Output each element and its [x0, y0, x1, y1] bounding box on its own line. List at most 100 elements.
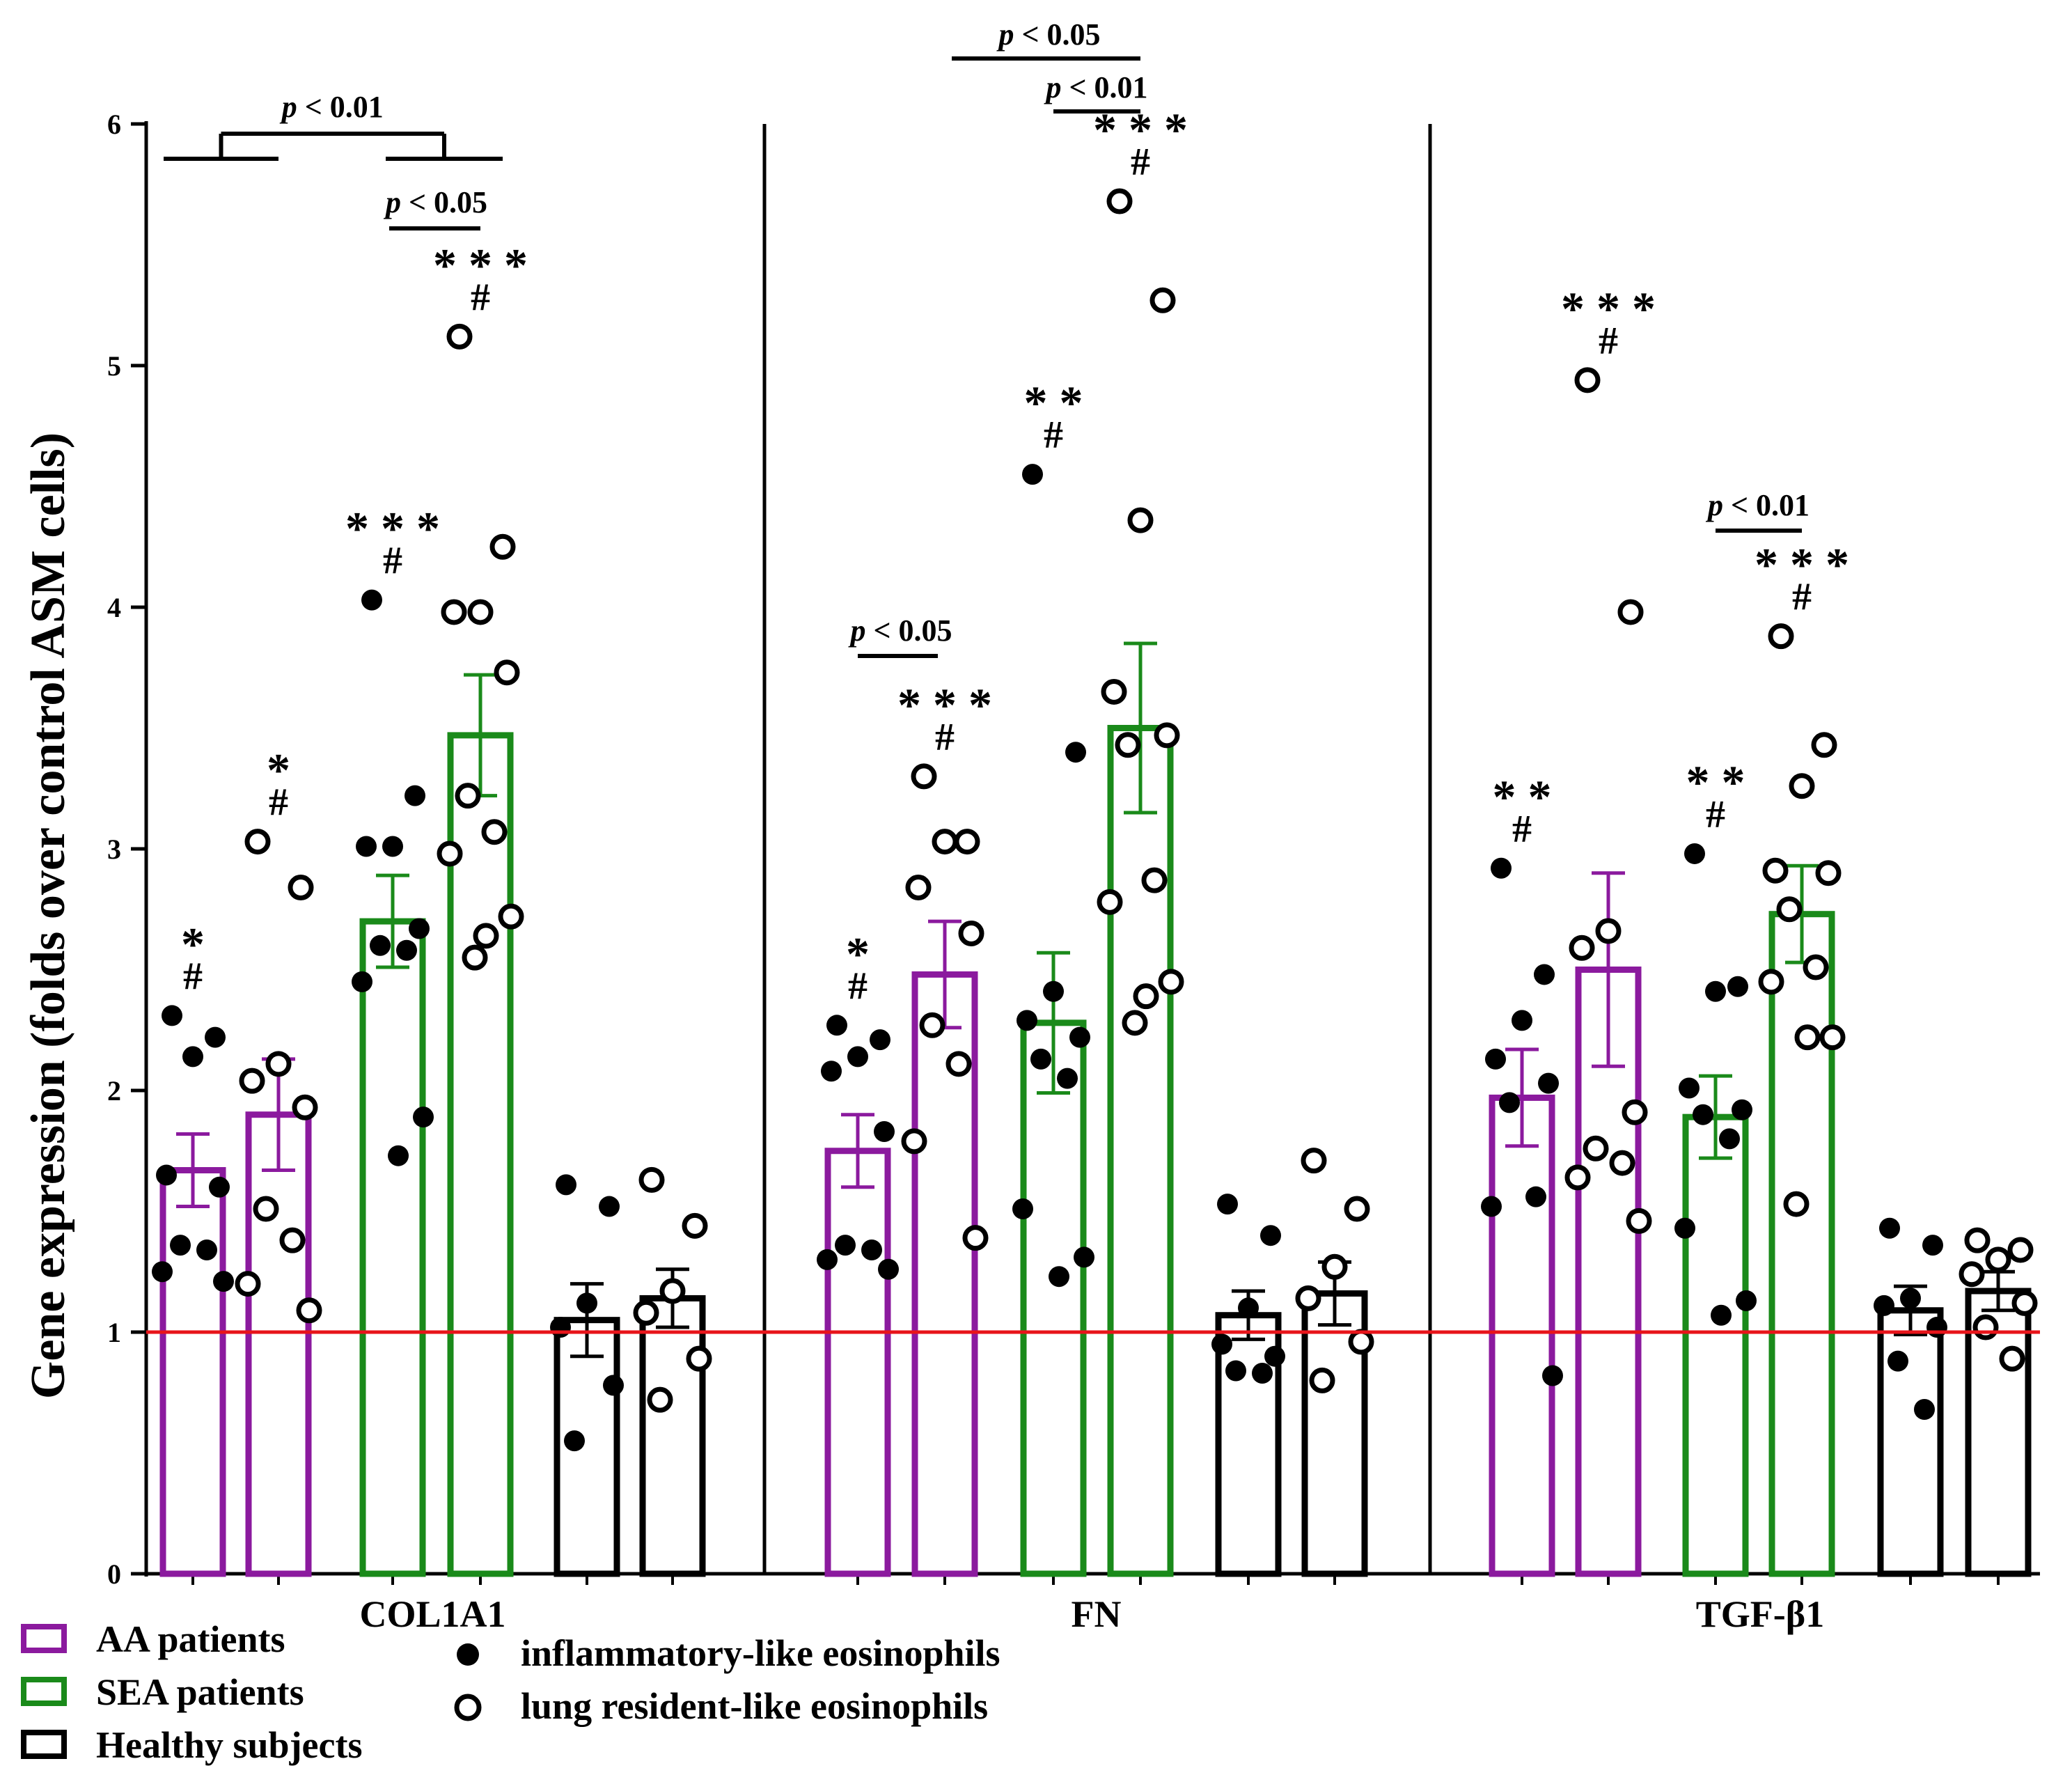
- data-point-filled: [382, 836, 403, 857]
- y-tick-label: 5: [107, 350, 121, 382]
- p-value-label: p < 0.01: [279, 90, 384, 124]
- data-point-open: [1758, 969, 1784, 995]
- data-point-open: [1622, 1099, 1648, 1125]
- data-point-filled: [162, 1005, 182, 1026]
- y-tick-label: 0: [107, 1558, 121, 1590]
- p-value-label: p < 0.01: [1705, 488, 1810, 522]
- p-threshold: < 0.01: [1723, 488, 1810, 522]
- data-point-open: [958, 920, 984, 946]
- data-point-open: [962, 1225, 989, 1251]
- data-point-open: [481, 819, 508, 845]
- points-layer: [152, 188, 2038, 1452]
- data-point-filled: [556, 1174, 576, 1196]
- data-point-open: [1344, 1196, 1370, 1222]
- significance-stars: * * *: [433, 238, 528, 291]
- data-point-open: [253, 1196, 279, 1222]
- data-point-open: [905, 875, 932, 901]
- hash-marker: #: [471, 276, 490, 319]
- data-point-filled: [878, 1258, 899, 1280]
- data-point-open: [489, 533, 516, 560]
- data-point-open: [279, 1227, 306, 1253]
- significance-stars: * * *: [897, 678, 992, 731]
- legend-label: inflammatory-like eosinophils: [521, 1632, 1000, 1674]
- data-point-open: [1564, 1164, 1591, 1191]
- bar: [359, 918, 426, 1577]
- data-point-filled: [361, 589, 382, 611]
- data-point-filled: [870, 1029, 890, 1051]
- data-point-filled: [1057, 1068, 1078, 1089]
- bar: [824, 1148, 891, 1577]
- significance-stars: * *: [1686, 756, 1745, 808]
- bar: [1877, 1307, 1944, 1577]
- data-point-open: [1609, 1150, 1635, 1176]
- panel-label: TGF-β1: [1696, 1593, 1824, 1635]
- hash-marker: #: [848, 964, 868, 1008]
- data-point-open: [1626, 1207, 1652, 1234]
- data-point-open: [647, 1386, 673, 1413]
- y-tick-label: 2: [107, 1075, 121, 1107]
- data-point-filled: [1674, 1217, 1695, 1239]
- p-symbol: p: [847, 613, 865, 648]
- data-point-open: [239, 1068, 265, 1094]
- data-point-open: [1985, 1246, 2011, 1273]
- p-threshold: < 0.05: [401, 185, 487, 219]
- data-point-filled: [205, 1026, 226, 1048]
- data-point-filled: [599, 1196, 620, 1217]
- data-point-filled: [1043, 980, 1064, 1002]
- data-point-filled: [1012, 1198, 1033, 1220]
- data-point-filled: [1049, 1266, 1069, 1288]
- data-point-open: [288, 875, 314, 901]
- data-point-filled: [1074, 1246, 1094, 1268]
- legend-label: SEA patients: [96, 1671, 304, 1713]
- data-point-filled: [1693, 1104, 1713, 1125]
- p-symbol: p: [279, 90, 297, 124]
- data-point-open: [919, 1012, 945, 1038]
- hash-marker: #: [383, 540, 402, 583]
- data-point-open: [682, 1212, 708, 1239]
- data-point-filled: [182, 1046, 203, 1068]
- data-point-filled: [396, 939, 417, 961]
- data-point-filled: [1900, 1288, 1921, 1309]
- data-point-filled: [1727, 976, 1748, 997]
- data-point-filled: [1512, 1010, 1532, 1031]
- data-point-filled: [1719, 1128, 1740, 1150]
- data-point-open: [1972, 1314, 1999, 1340]
- data-point-filled: [1736, 1290, 1757, 1311]
- data-point-open: [1811, 732, 1837, 758]
- data-point-open: [1115, 732, 1141, 758]
- data-point-open: [1819, 1024, 1846, 1051]
- data-point-filled: [1705, 980, 1726, 1002]
- data-point-open: [1776, 896, 1803, 923]
- data-point-filled: [1030, 1048, 1051, 1070]
- data-point-open: [1309, 1367, 1335, 1393]
- data-point-open: [1133, 983, 1159, 1010]
- legend-swatch: [21, 1624, 67, 1653]
- p-symbol: p: [996, 17, 1014, 52]
- hash-marker: #: [269, 781, 288, 824]
- hash-marker: #: [183, 955, 203, 998]
- data-point-open: [932, 829, 958, 855]
- data-point-open: [1569, 935, 1595, 961]
- hash-marker: #: [1131, 141, 1150, 184]
- significance-stars: * * *: [1561, 282, 1656, 335]
- data-point-filled: [1914, 1399, 1935, 1421]
- bar: [639, 1295, 706, 1577]
- data-point-filled: [1499, 1092, 1520, 1113]
- data-point-open: [1574, 367, 1601, 393]
- data-point-open: [467, 599, 494, 625]
- p-value-label: p < 0.05: [383, 185, 487, 219]
- hash-marker: #: [935, 716, 955, 759]
- data-point-open: [1158, 969, 1184, 995]
- data-point-filled: [603, 1375, 624, 1396]
- y-tick-label: 3: [107, 834, 121, 865]
- data-point-filled: [826, 1015, 847, 1036]
- data-point-open: [686, 1345, 712, 1372]
- data-point-filled: [1684, 843, 1705, 864]
- data-point-open: [1106, 188, 1133, 214]
- data-point-filled: [370, 935, 391, 956]
- data-point-open: [1583, 1135, 1609, 1162]
- data-point-filled: [1022, 464, 1043, 485]
- bar: [245, 1111, 312, 1577]
- p-threshold: < 0.01: [1061, 70, 1147, 104]
- data-point-filled: [405, 785, 425, 806]
